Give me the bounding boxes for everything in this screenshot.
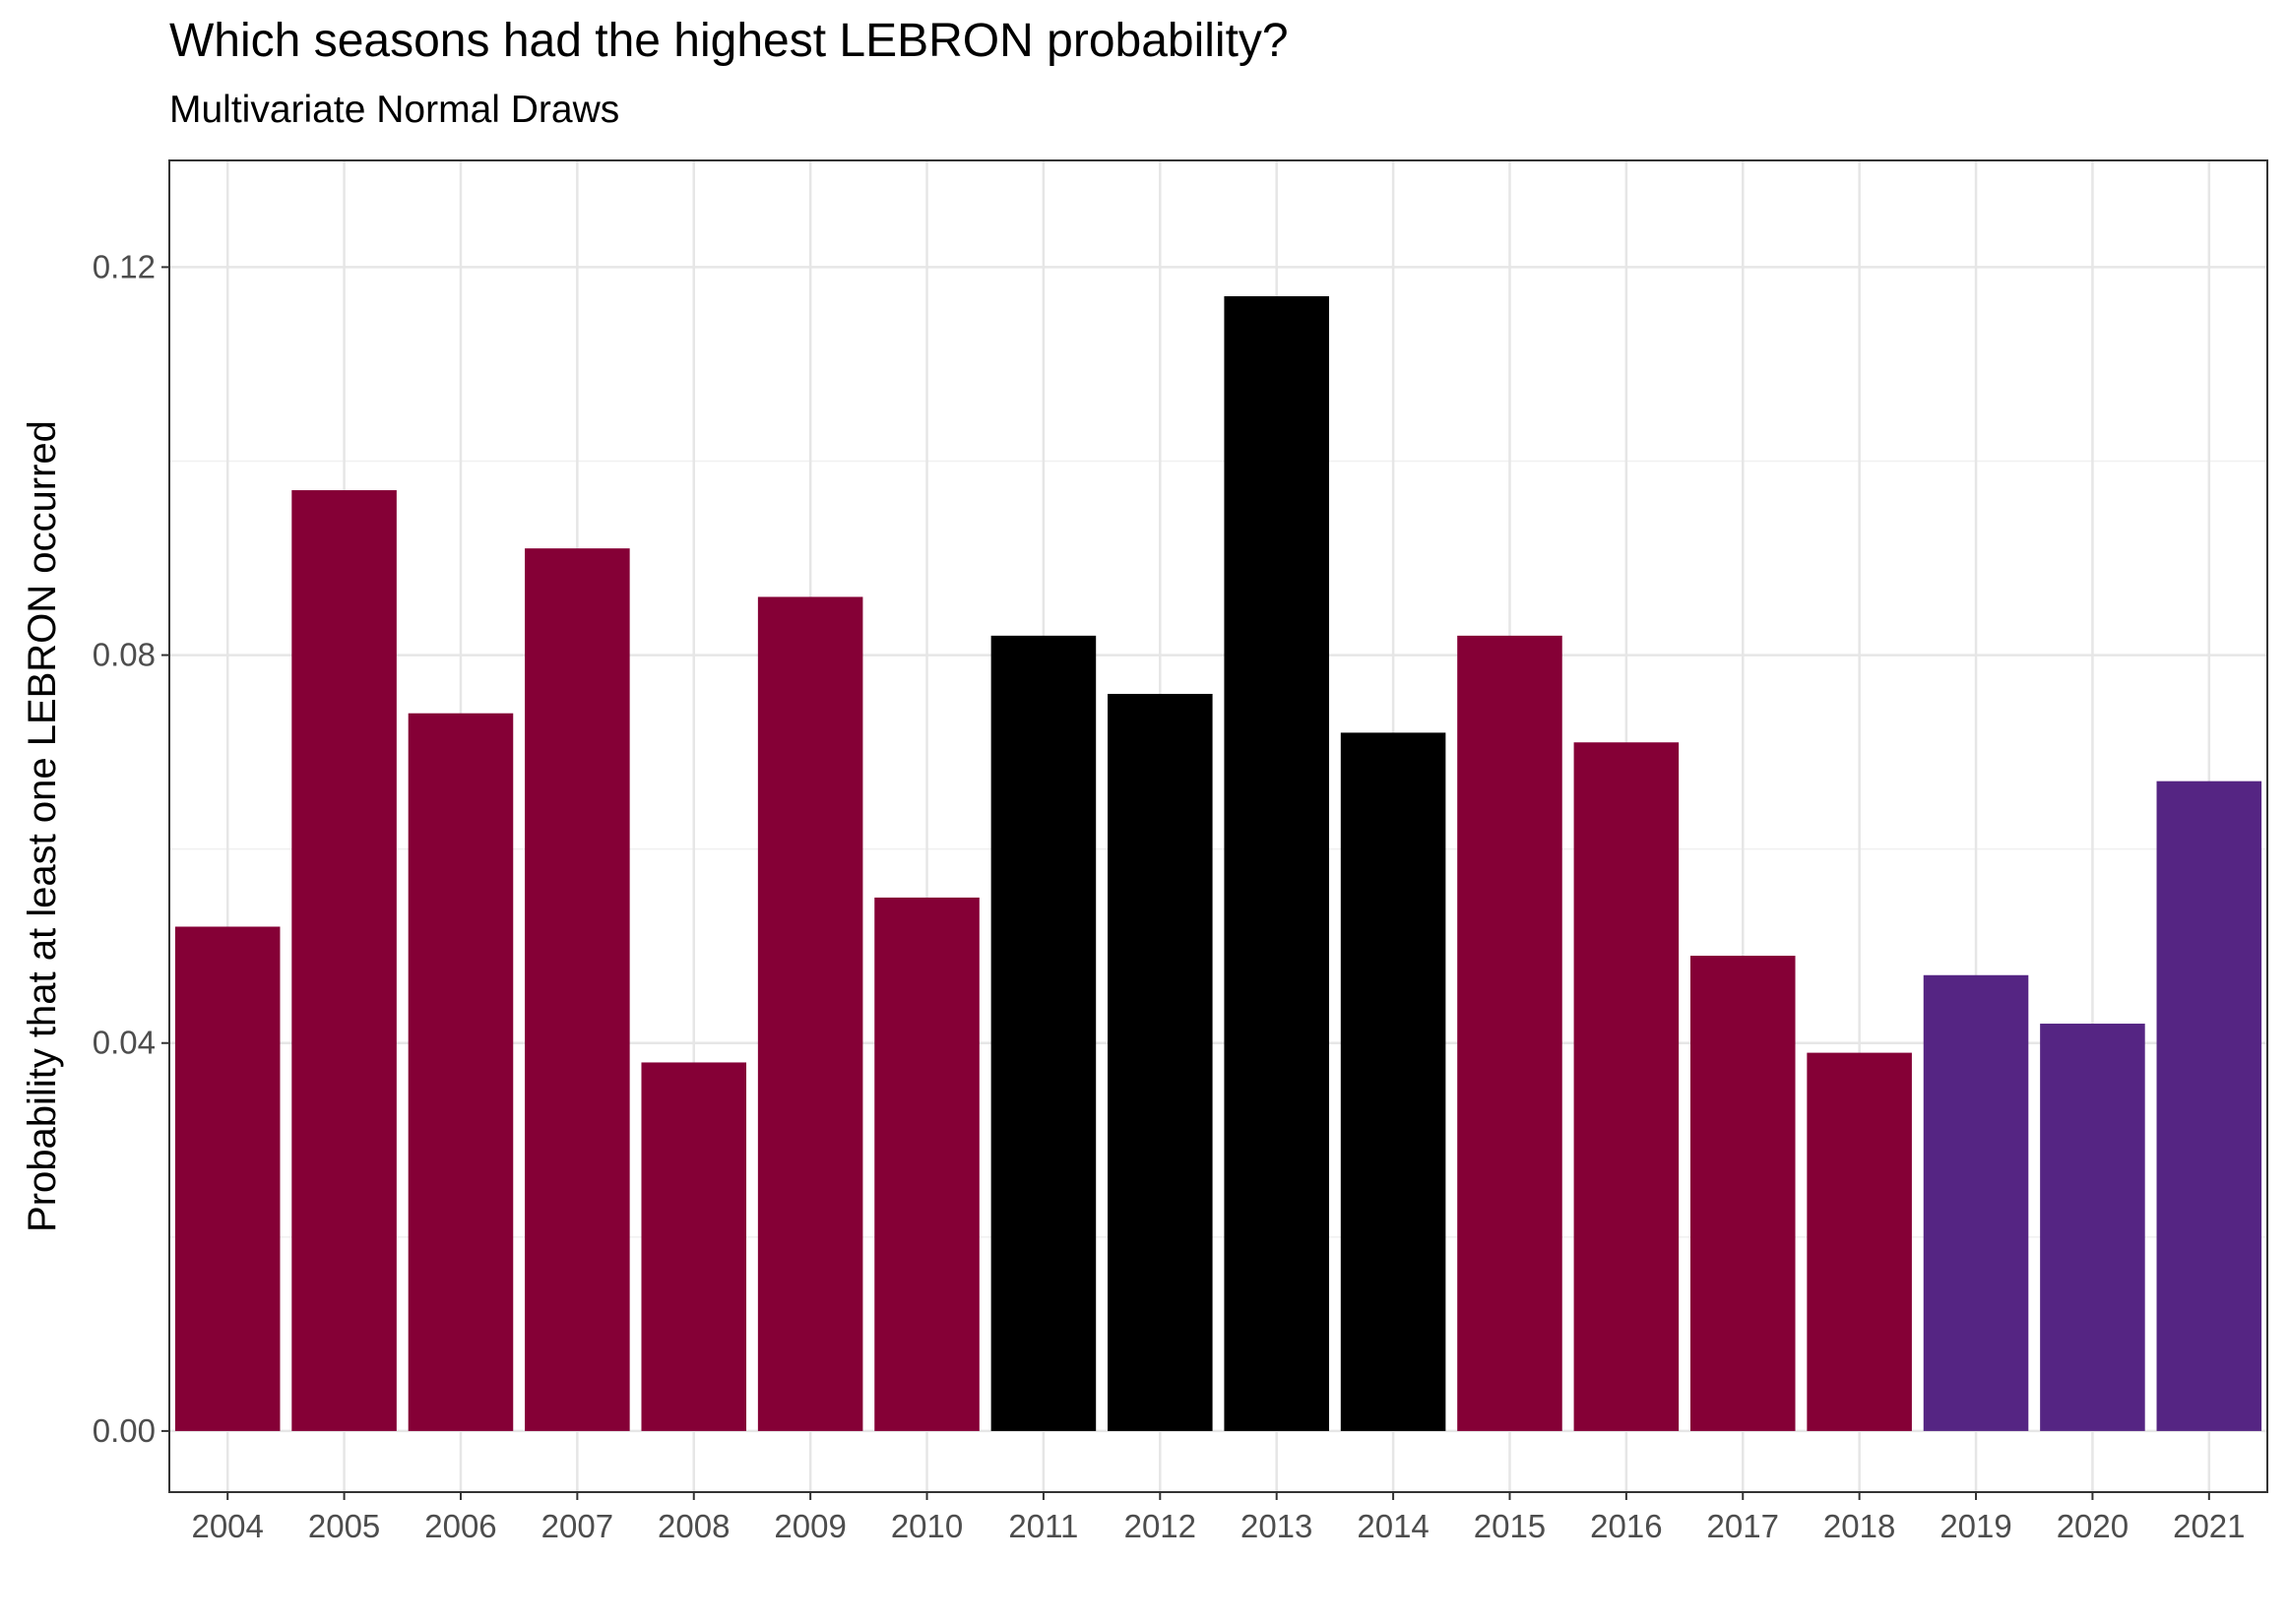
plot-panel-border xyxy=(168,159,2268,1493)
chart-subtitle: Multivariate Normal Draws xyxy=(169,89,620,131)
bar-2006 xyxy=(408,713,514,1431)
y-axis-title: Probability that at least one LEBRON occ… xyxy=(21,420,64,1232)
x-tick-label: 2013 xyxy=(1240,1508,1312,1544)
x-tick-label: 2006 xyxy=(424,1508,496,1544)
x-tick-label: 2021 xyxy=(2173,1508,2245,1544)
chart-title: Which seasons had the highest LEBRON pro… xyxy=(169,15,1289,67)
x-tick-label: 2018 xyxy=(1823,1508,1895,1544)
bar-2021 xyxy=(2156,781,2262,1431)
x-tick-label: 2016 xyxy=(1590,1508,1662,1544)
x-tick-label: 2008 xyxy=(658,1508,730,1544)
x-tick-label: 2009 xyxy=(774,1508,846,1544)
x-tick-label: 2007 xyxy=(541,1508,613,1544)
x-tick-label: 2015 xyxy=(1474,1508,1546,1544)
x-tick-label: 2014 xyxy=(1357,1508,1429,1544)
x-tick-label: 2017 xyxy=(1707,1508,1779,1544)
bar-2013 xyxy=(1224,295,1329,1431)
y-tick-label: 0.00 xyxy=(93,1412,156,1449)
bar-2012 xyxy=(1108,693,1213,1431)
bar-2015 xyxy=(1457,635,1562,1431)
x-tick-label: 2019 xyxy=(1939,1508,2011,1544)
bar-2008 xyxy=(641,1062,747,1431)
axes: 0.00 0.04 0.08 0.12 2004 2005 2006 2007 2008 2009… xyxy=(93,248,2246,1544)
x-tick-label: 2005 xyxy=(308,1508,380,1544)
bar-2009 xyxy=(757,596,863,1431)
bar-2017 xyxy=(1689,956,1796,1431)
bar-2010 xyxy=(874,897,980,1431)
y-tick-label: 0.08 xyxy=(93,637,156,673)
bars xyxy=(174,295,2262,1431)
bar-2007 xyxy=(525,548,630,1431)
bar-2020 xyxy=(2040,1024,2145,1431)
x-tick-label: 2020 xyxy=(2057,1508,2129,1544)
x-tick-label: 2010 xyxy=(891,1508,963,1544)
bar-2004 xyxy=(174,926,281,1431)
x-tick-label: 2012 xyxy=(1124,1508,1196,1544)
x-tick-label: 2004 xyxy=(191,1508,263,1544)
y-tick-label: 0.12 xyxy=(93,248,156,284)
bar-2018 xyxy=(1807,1052,1912,1431)
x-tick-label: 2011 xyxy=(1008,1508,1078,1544)
bar-2011 xyxy=(990,635,1097,1431)
bar-2005 xyxy=(291,490,397,1431)
bar-2019 xyxy=(1923,974,2029,1431)
y-tick-label: 0.04 xyxy=(93,1025,156,1061)
bar-2016 xyxy=(1573,742,1680,1431)
bar-2014 xyxy=(1340,732,1446,1431)
